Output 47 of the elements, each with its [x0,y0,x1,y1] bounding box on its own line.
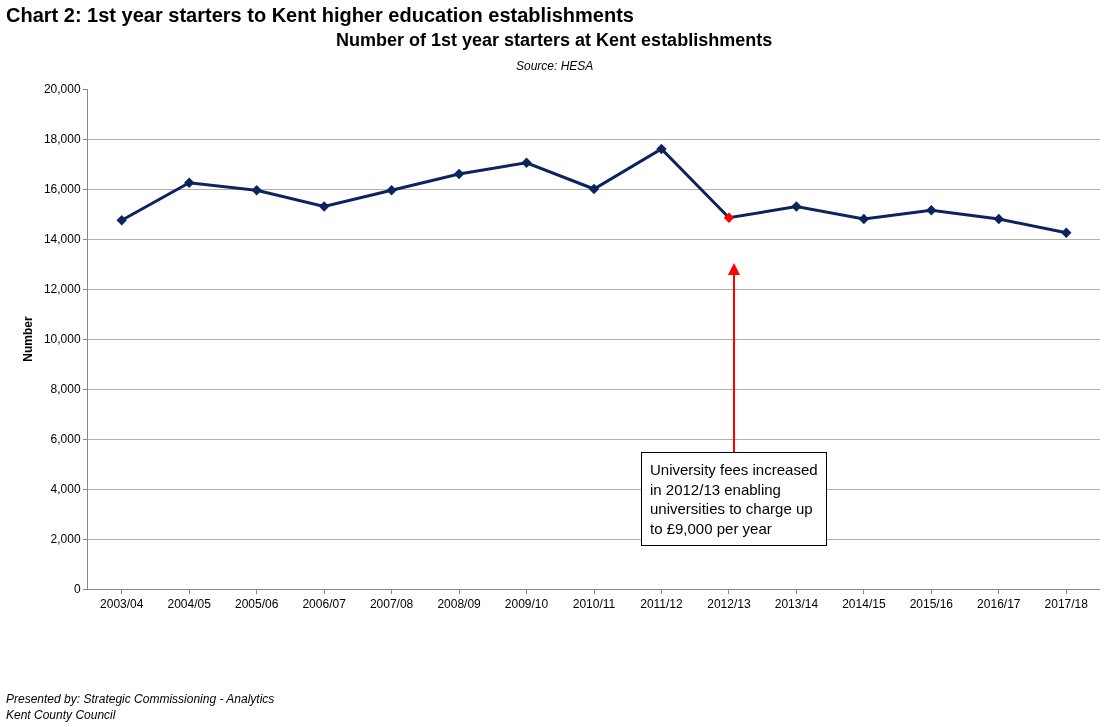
x-tick-label: 2012/13 [707,597,751,612]
x-tick-label: 2009/10 [504,597,549,612]
point [993,213,1004,225]
x-tick-label: 2005/06 [234,597,279,612]
y-tick-label: 4,000 [50,482,81,497]
y-tick-label: 8,000 [50,382,81,397]
y-tick-label: 10,000 [43,332,81,347]
point [251,185,262,196]
point [791,201,802,212]
y-tick-label: 20,000 [43,82,81,97]
point [318,201,330,212]
point [116,215,127,226]
x-tick-label: 2010/11 [572,597,616,612]
text: Presented by: Strategic Commissioning - Analytics Kent County Council [6,692,275,722]
point [656,143,667,155]
x-tick-label: 2017/18 [1044,597,1089,612]
point [453,168,465,180]
x-tick-label: 2014/15 [842,597,886,612]
x-tick-label: 2006/07 [302,597,347,612]
x-tick-label: 2013/14 [774,597,819,612]
y-tick-label: 0 [73,582,81,597]
point [926,205,937,216]
point [521,157,532,168]
chart-subtitle: Source: HESA [516,59,594,73]
x-tick-label: 2015/16 [909,597,954,612]
caption: Chart 2: 1st year starters to Kent higher education establishments [6,4,634,26]
x-tick-label: 2016/17 [977,597,1021,612]
annotation: University fees increased in 2012/13 enabling universities to charge up to £9,000 per year [650,461,818,537]
y-tick-label: 12,000 [43,282,81,297]
point [386,185,397,196]
y-tick-label: 18,000 [43,132,81,147]
chart-title: Number of 1st year starters at Kent establishments [336,30,773,50]
x-tick-label: 2008/09 [437,597,482,612]
point [184,177,195,188]
point [1061,227,1072,238]
point [858,213,870,225]
point [588,183,600,195]
y-tick-label: 6,000 [50,432,81,447]
y-axis-title: Number [21,316,36,362]
y-tick-label: 14,000 [43,232,81,247]
y-tick-label: 2,000 [50,532,81,547]
point [723,212,735,223]
x-tick-label: 2003/04 [100,597,144,612]
y-tick-label: 16,000 [43,182,81,197]
x-tick-label: 2011/12 [640,597,684,612]
x-tick-label: 2004/05 [167,597,212,612]
x-tick-label: 2007/08 [369,597,414,612]
